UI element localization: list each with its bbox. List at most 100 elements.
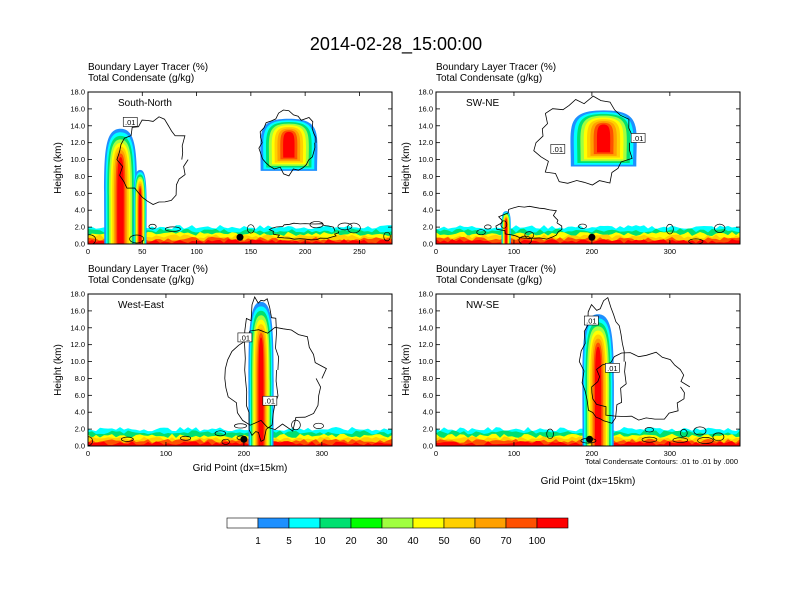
condensate-contour-small <box>714 223 726 233</box>
location-marker <box>588 233 596 241</box>
condensate-contour <box>591 351 691 421</box>
y-tick-label: 16.0 <box>70 104 85 113</box>
plot-area <box>88 92 392 244</box>
colorbar-label: 60 <box>469 536 481 547</box>
plume-shell <box>138 188 142 244</box>
panel-nw-se: Boundary Layer Tracer (%)Total Condensat… <box>401 264 741 487</box>
contour-label: .01 <box>584 315 599 326</box>
contour-label-box <box>605 363 620 373</box>
x-tick-label: 200 <box>238 449 251 458</box>
panel-west-east: Boundary Layer Tracer (%)Total Condensat… <box>53 264 393 474</box>
panel-name: SW-NE <box>466 98 499 109</box>
condensate-contour-small <box>88 234 97 244</box>
contour-label-box <box>550 144 566 154</box>
y-tick-label: 10.0 <box>70 357 85 366</box>
y-tick-label: 16.0 <box>418 306 433 315</box>
y-axis-label: Height (km) <box>53 142 64 194</box>
contour-label: .01 <box>262 395 278 406</box>
plot-frame <box>87 293 393 447</box>
plot-frame <box>87 91 393 245</box>
y-tick-label: 10.0 <box>70 155 85 164</box>
y-tick-label: 8.0 <box>75 172 85 181</box>
condensate-contour-small <box>518 235 532 244</box>
y-axis-label: Height (km) <box>53 344 64 396</box>
contour-note: Total Condensate Contours: .01 to .01 by… <box>585 457 738 466</box>
y-tick-label: 12.0 <box>418 340 433 349</box>
condensate-contour <box>224 326 327 432</box>
y-tick-label: 18.0 <box>418 290 433 299</box>
condensate-contour-small <box>672 437 689 443</box>
contour-label-text: .01 <box>633 134 643 143</box>
colorbar-swatch <box>381 517 414 529</box>
contour-label-box <box>262 395 278 406</box>
y-tick-label: 6.0 <box>75 189 85 198</box>
panel-label-tracer: Boundary Layer Tracer (%) <box>436 62 556 73</box>
x-tick-label: 200 <box>586 247 599 256</box>
panel-sw-ne: Boundary Layer Tracer (%)Total Condensat… <box>401 62 741 256</box>
y-tick-label: 12.0 <box>70 138 85 147</box>
colorbar-swatch <box>474 517 507 529</box>
figure-title: 2014-02-28_15:00:00 <box>310 34 482 55</box>
condensate-contour-small <box>129 234 145 244</box>
panel-name: South-North <box>118 98 172 109</box>
colorbar-swatch <box>536 517 569 529</box>
x-tick-label: 200 <box>586 449 599 458</box>
y-tick-label: 12.0 <box>418 138 433 147</box>
x-tick-label: 100 <box>508 247 521 256</box>
x-tick-label: 0 <box>434 247 438 256</box>
contour-label-box <box>122 117 138 127</box>
condensate-contour-small <box>484 224 492 230</box>
y-tick-label: 4.0 <box>423 206 433 215</box>
condensate-contour <box>116 116 189 205</box>
condensate-contour-small <box>214 430 226 437</box>
y-tick-label: 8.0 <box>423 172 433 181</box>
condensate-contour-small <box>233 423 247 429</box>
panel-name: NW-SE <box>466 300 499 311</box>
colorbar-label: 1 <box>255 536 261 547</box>
y-tick-label: 2.0 <box>423 223 433 232</box>
condensate-contour-small <box>500 220 508 229</box>
colorbar-label: 5 <box>286 536 292 547</box>
y-tick-label: 2.0 <box>75 223 85 232</box>
condensate-contour-small <box>524 231 535 239</box>
y-tick-label: 2.0 <box>75 425 85 434</box>
panels: Boundary Layer Tracer (%) Total Condensat… <box>53 62 741 487</box>
condensate-contour-small <box>164 226 181 232</box>
colorbar-swatch <box>288 517 321 529</box>
contour-label-text: .01 <box>240 333 250 342</box>
contour-label: .01 <box>237 332 253 342</box>
plot-frame <box>435 293 741 447</box>
contour-label: .01 <box>605 363 620 373</box>
condensate-contour-small <box>712 432 725 442</box>
contour-label: .01 <box>122 117 138 127</box>
y-tick-label: 6.0 <box>423 189 433 198</box>
panel-south-north: Boundary Layer Tracer (%)Total Condensat… <box>53 62 393 256</box>
location-marker <box>236 233 244 241</box>
plume-shell <box>258 337 264 446</box>
colorbar-label: 10 <box>314 536 326 547</box>
condensate-contour-small <box>578 223 587 229</box>
y-tick-label: 2.0 <box>423 425 433 434</box>
x-axis-label: Grid Point (dx=15km) <box>541 476 636 487</box>
y-tick-label: 14.0 <box>418 323 433 332</box>
contour-label-box <box>584 315 599 326</box>
x-tick-label: 0 <box>86 449 90 458</box>
y-tick-label: 8.0 <box>423 374 433 383</box>
colorbar-label: 70 <box>500 536 512 547</box>
y-tick-label: 6.0 <box>423 391 433 400</box>
condensate-contour-small <box>476 229 486 236</box>
colorbar-swatch <box>350 517 383 529</box>
condensate-contour-small <box>88 436 93 446</box>
colorbar-swatch <box>226 517 259 529</box>
x-tick-label: 100 <box>190 247 203 256</box>
x-tick-label: 250 <box>353 247 366 256</box>
x-tick-label: 100 <box>508 449 521 458</box>
condensate-contour-small <box>180 435 192 441</box>
contour-label-text: .01 <box>607 364 617 373</box>
y-tick-label: 18.0 <box>70 88 85 97</box>
x-axis-label: Grid Point (dx=15km) <box>193 463 288 474</box>
colorbar-label: 30 <box>376 536 388 547</box>
panel-label-tracer: Boundary Layer Tracer (%) <box>88 264 208 275</box>
colorbar-label: 100 <box>529 536 546 547</box>
